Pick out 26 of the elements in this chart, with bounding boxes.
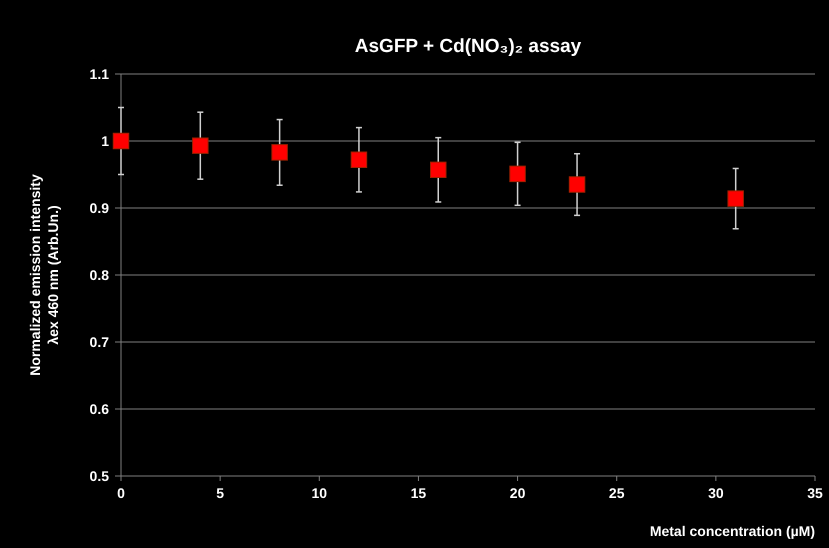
- y-tick-label: 0.6: [90, 401, 110, 417]
- x-tick-label: 5: [216, 485, 224, 501]
- chart-title: AsGFP + Cd(NO₃)₂ assay: [354, 36, 582, 57]
- x-tick-label: 30: [708, 485, 724, 501]
- x-tick-label: 25: [608, 485, 625, 501]
- x-tick-label: 35: [807, 485, 823, 501]
- y-tick-label: 0.7: [90, 334, 110, 350]
- y-tick-label: 0.8: [90, 267, 110, 283]
- point: [192, 137, 209, 154]
- x-tick-label: 15: [410, 485, 426, 501]
- y-tick-label: 0.9: [90, 200, 110, 216]
- point: [509, 166, 526, 182]
- x-tick-label: 0: [117, 485, 126, 501]
- point: [568, 176, 586, 193]
- point: [112, 132, 130, 150]
- point: [430, 162, 447, 178]
- x-axis-title: Metal concentration (µM): [650, 523, 815, 539]
- x-tick-label: 10: [311, 485, 328, 501]
- y-tick-label: 1: [101, 133, 110, 149]
- point: [271, 144, 288, 161]
- point: [350, 152, 368, 168]
- y-tick-label: 1.1: [90, 66, 110, 82]
- y-tick-label: 0.5: [90, 468, 110, 484]
- point: [727, 190, 744, 207]
- x-tick-label: 20: [510, 485, 526, 501]
- y-axis-title: Normalized emission intensity λex 460 nm (Arb.Un.): [27, 174, 61, 376]
